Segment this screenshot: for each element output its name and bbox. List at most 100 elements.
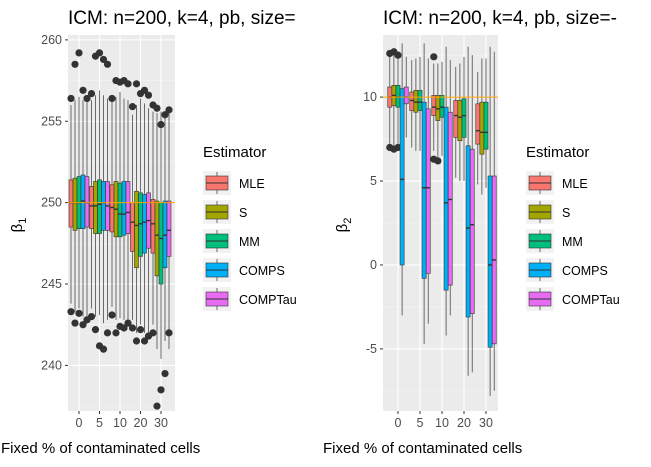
right-x-tick-label: 20: [457, 416, 471, 430]
right-chart-title: ICM: n=200, k=4, pb, size=-: [383, 8, 617, 29]
left-plot-marks: [67, 35, 175, 411]
left-box-mle: [150, 199, 156, 254]
left-outlier-point: [144, 91, 153, 99]
left-y-tick-label: 250: [41, 196, 62, 210]
right-x-tick-label: 0: [395, 416, 402, 430]
left-x-tick-label: 20: [134, 416, 148, 430]
left-chart-title: ICM: n=200, k=4, pb, size=: [68, 8, 296, 29]
left-box-comps: [162, 200, 168, 269]
left-box-s: [72, 177, 78, 231]
right-x-tick-label: 30: [479, 416, 493, 430]
right-box-mle: [453, 100, 459, 138]
left-x-axis-title: Fixed % of contaminated cells: [1, 440, 200, 457]
right-box-mm: [395, 85, 401, 108]
left-box-s: [154, 200, 160, 277]
left-legend-label: S: [239, 206, 247, 220]
right-y-tick-label: 5: [370, 174, 377, 188]
left-box-comptau: [125, 181, 131, 234]
right-box-mle: [475, 103, 481, 145]
left-outlier-point: [165, 329, 173, 337]
left-x-tick-label: 5: [96, 416, 103, 430]
right-y-tick-label: 10: [363, 90, 377, 104]
left-outlier-point: [108, 311, 116, 319]
right-legend-label: MM: [562, 235, 583, 249]
right-box-comptau: [425, 108, 431, 274]
left-box-mle: [130, 202, 135, 252]
left-outlier-point: [71, 60, 79, 68]
left-box-comptau: [84, 176, 90, 228]
left-outlier-point: [103, 60, 112, 68]
right-box-mle: [409, 91, 415, 111]
left-y-axis-title-sub: 1: [17, 218, 29, 224]
left-outlier-point: [140, 86, 149, 94]
right-box-mm: [483, 101, 489, 150]
left-y-tick-label: 255: [41, 114, 62, 128]
right-box-comptau: [447, 111, 453, 286]
left-x-axis-ticks: 0 5 10 20 30: [76, 411, 168, 430]
left-box-mm: [97, 179, 102, 234]
left-y-axis-title: β1: [9, 218, 29, 233]
left-outlier-point: [157, 386, 165, 394]
right-chart: ICM: n=200, k=4, pb, size=- -5 0 5 10 0 5 10 2…: [323, 8, 620, 457]
right-box-comptau: [403, 86, 409, 105]
left-x-tick-label: 30: [154, 416, 168, 430]
left-outlier-point: [103, 329, 112, 337]
left-outlier-point: [91, 326, 100, 334]
left-y-tick-label: 260: [41, 33, 62, 47]
left-y-tick-label: 245: [41, 277, 62, 291]
left-box-comps: [101, 181, 106, 231]
right-outlier-point: [394, 51, 402, 59]
left-y-axis-ticks: 240 245 250 255 260: [41, 33, 68, 372]
left-outlier-point: [128, 103, 137, 111]
left-outlier-point: [79, 321, 87, 329]
left-outlier-point: [83, 94, 91, 103]
left-outlier-point: [132, 80, 141, 88]
left-legend-label: MM: [239, 235, 260, 249]
left-outlier-point: [75, 49, 83, 57]
right-legend-label: MLE: [562, 177, 588, 191]
right-legend-label: S: [562, 206, 570, 220]
left-outlier-point: [87, 89, 96, 98]
left-legend-label: COMPTau: [239, 293, 297, 307]
left-box-mm: [158, 202, 164, 285]
right-box-mm: [417, 90, 423, 111]
left-box-mle: [89, 186, 94, 229]
right-y-axis-title: β2: [334, 218, 354, 233]
left-outlier-point: [120, 324, 128, 332]
left-x-tick-label: 10: [113, 416, 127, 430]
left-outlier-point: [108, 94, 116, 103]
right-box-s: [435, 95, 441, 121]
right-x-axis-ticks: 0 5 10 20 30: [395, 411, 493, 430]
right-box-mle: [431, 95, 437, 116]
right-box-mm: [461, 98, 467, 138]
left-box-comps: [121, 181, 127, 236]
left-outlier-point: [79, 86, 87, 94]
right-box-comptau: [469, 148, 475, 314]
left-outlier-point: [83, 316, 91, 324]
left-box-comps: [80, 174, 86, 229]
left-outlier-point: [75, 309, 83, 317]
left-y-tick-label: 240: [41, 358, 62, 372]
right-box-comps: [487, 175, 493, 348]
right-outlier-point: [430, 53, 438, 61]
left-outlier-point: [128, 324, 137, 332]
left-outlier-point: [157, 120, 165, 129]
left-box-mle: [68, 179, 74, 228]
left-outlier-point: [153, 104, 161, 112]
left-outlier-point: [124, 80, 132, 88]
left-outlier-point: [153, 402, 161, 410]
left-legend-title: Estimator: [203, 144, 266, 161]
right-box-mm: [439, 95, 445, 118]
left-outlier-point: [112, 329, 120, 337]
right-box-comps: [465, 145, 471, 318]
left-legend-keys: MLE S MM COMPS COMPTau: [203, 171, 297, 311]
right-box-s: [413, 90, 419, 113]
left-outlier-point: [140, 337, 149, 345]
left-outlier-point: [144, 332, 153, 340]
left-outlier-point: [161, 111, 169, 119]
left-outlier-point: [99, 55, 108, 64]
left-box-comps: [142, 194, 147, 254]
right-legend-keys: MLE S MM COMPS COMPTau: [526, 171, 620, 311]
right-legend-title: Estimator: [526, 144, 589, 161]
left-legend-label: COMPS: [239, 264, 285, 278]
